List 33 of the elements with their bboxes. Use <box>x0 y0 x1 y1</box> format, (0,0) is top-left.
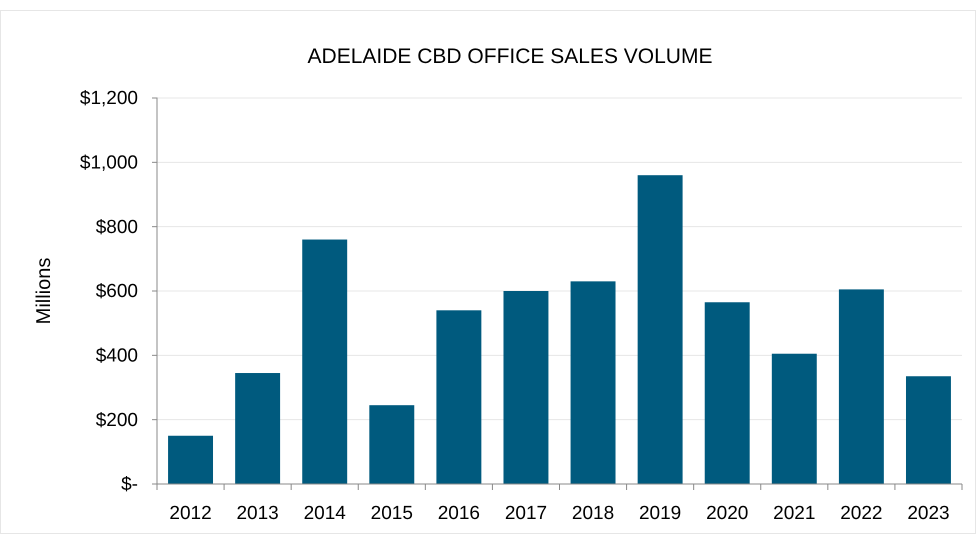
bar <box>369 405 414 484</box>
x-tick-label: 2017 <box>504 503 548 524</box>
y-tick-label: $400 <box>96 345 138 366</box>
x-tick-label: 2013 <box>236 503 279 524</box>
bar <box>168 436 214 484</box>
x-tick-label: 2021 <box>773 503 816 524</box>
y-axis-title: Millions <box>33 258 55 324</box>
bar <box>235 373 280 484</box>
x-tick-label: 2019 <box>638 503 682 524</box>
y-tick-label: $600 <box>96 281 138 302</box>
x-tick-label: 2015 <box>370 503 413 524</box>
bar <box>436 310 482 484</box>
bar <box>302 240 348 484</box>
x-tick-label: 2022 <box>840 503 883 524</box>
bar <box>906 376 951 484</box>
x-tick-label: 2014 <box>304 503 346 524</box>
y-tick-label: $1,000 <box>80 152 138 174</box>
bar <box>503 291 548 484</box>
y-tick-label: $1,200 <box>80 88 138 110</box>
y-tick-label: $- <box>121 474 138 496</box>
x-tick-label: 2012 <box>169 503 212 524</box>
y-tick-label: $200 <box>96 410 138 431</box>
bar <box>704 302 750 484</box>
bar <box>772 354 817 484</box>
x-tick-label: 2018 <box>572 503 614 524</box>
bar <box>838 289 884 484</box>
x-tick-label: 2023 <box>907 503 950 524</box>
y-tick-label: $800 <box>96 216 138 238</box>
bar <box>638 175 683 484</box>
bar <box>570 281 616 484</box>
chart-title: ADELAIDE CBD OFFICE SALES VOLUME <box>308 45 712 68</box>
x-tick-label: 2020 <box>706 503 748 524</box>
x-tick-label: 2016 <box>438 503 480 524</box>
